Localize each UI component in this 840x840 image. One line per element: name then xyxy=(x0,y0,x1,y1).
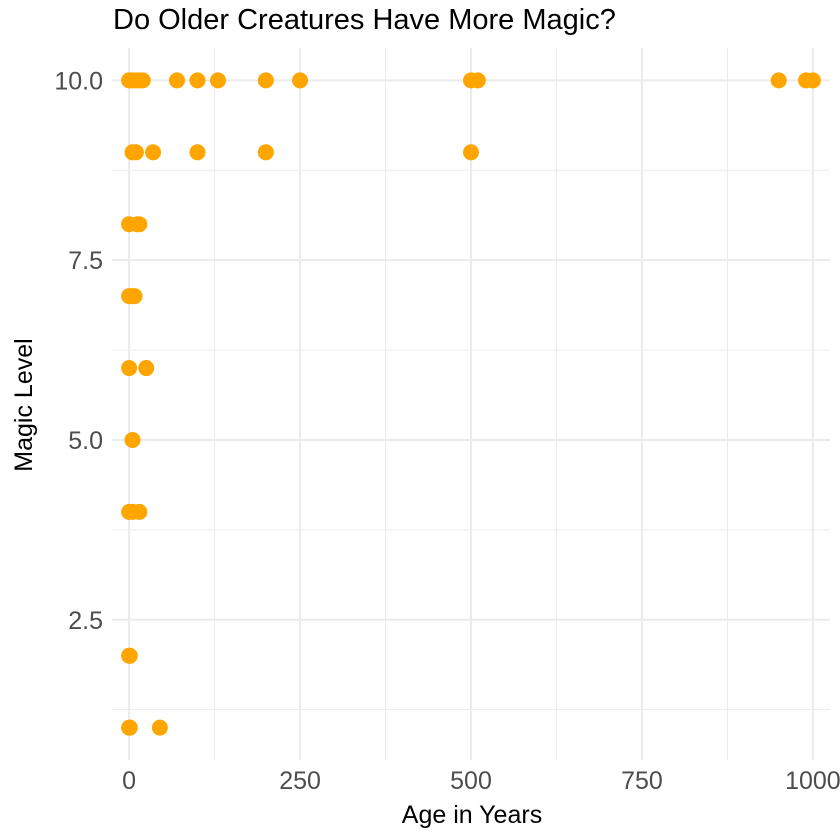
data-point xyxy=(189,144,206,161)
y-axis-title: Magic Level xyxy=(10,338,38,471)
x-tick-label: 750 xyxy=(621,767,663,795)
data-points xyxy=(121,72,821,736)
data-point xyxy=(469,72,486,89)
data-point xyxy=(209,72,226,89)
y-tick-label: 2.5 xyxy=(68,607,103,635)
y-axis-tick-labels: 2.5 5.0 7.5 10.0 xyxy=(54,67,103,634)
data-point xyxy=(151,719,168,736)
data-point xyxy=(121,360,138,377)
data-point xyxy=(131,503,148,520)
x-tick-label: 1000 xyxy=(785,767,840,795)
data-point xyxy=(463,144,479,161)
x-axis-tick-labels: 0 250 500 750 1000 xyxy=(122,767,840,795)
x-tick-label: 250 xyxy=(279,767,321,795)
data-point xyxy=(257,72,274,89)
data-point xyxy=(804,72,821,89)
y-tick-label: 5.0 xyxy=(68,427,103,455)
x-axis-title: Age in Years xyxy=(402,801,542,829)
data-point xyxy=(134,72,151,89)
data-point xyxy=(121,719,138,736)
data-point xyxy=(121,647,138,664)
data-point xyxy=(168,72,185,89)
data-point xyxy=(124,431,141,448)
x-tick-label: 500 xyxy=(450,767,492,795)
data-point xyxy=(138,360,155,377)
data-point xyxy=(145,144,162,161)
data-point xyxy=(131,216,148,233)
chart-title: Do Older Creatures Have More Magic? xyxy=(113,4,616,36)
data-point xyxy=(127,144,144,161)
data-point xyxy=(189,72,206,89)
data-point xyxy=(126,288,143,305)
y-tick-label: 10.0 xyxy=(54,67,103,95)
data-point xyxy=(292,72,309,89)
grid-major-lines xyxy=(112,48,830,760)
data-point xyxy=(770,72,787,89)
y-tick-label: 7.5 xyxy=(68,247,103,275)
x-tick-label: 0 xyxy=(122,767,136,795)
data-point xyxy=(257,144,274,161)
